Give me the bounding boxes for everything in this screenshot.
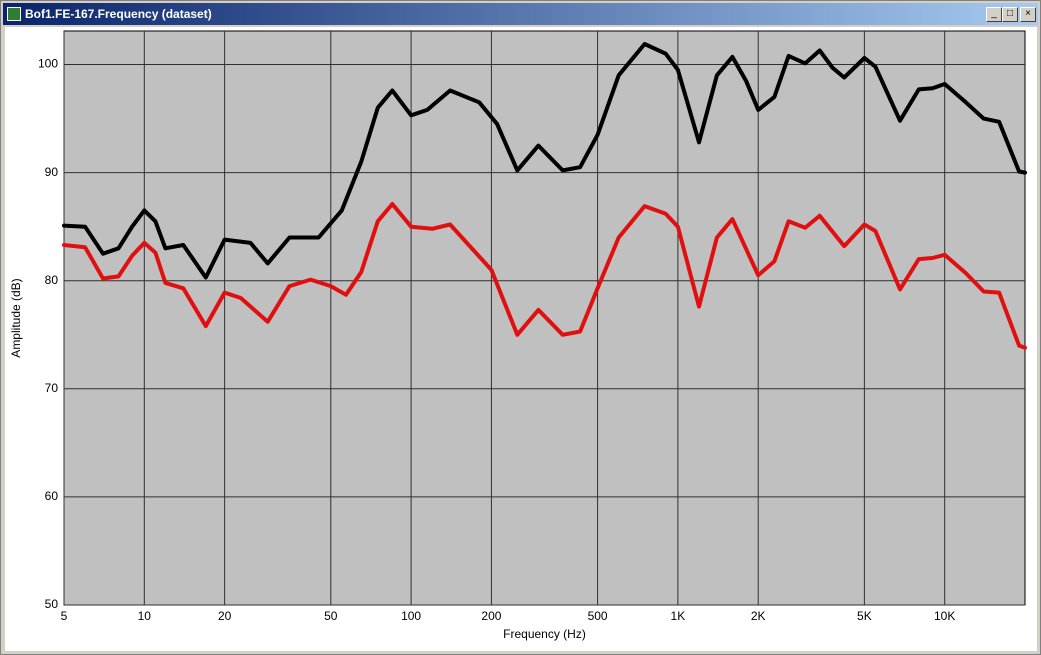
y-axis-label: Amplitude (dB) [9, 278, 23, 357]
x-tick-label: 10K [934, 609, 955, 623]
window-icon [7, 7, 21, 21]
y-tick-label: 50 [45, 597, 59, 611]
minimize-button[interactable]: _ [986, 7, 1002, 22]
y-tick-label: 60 [45, 489, 59, 503]
window-title: Bof1.FE-167.Frequency (dataset) [25, 7, 212, 21]
x-tick-label: 5K [857, 609, 872, 623]
x-tick-label: 20 [218, 609, 232, 623]
chart: 50 60 70 80 90 100 5 10 20 50 100 200 500 1K 2K 5K 10K Fr… [5, 27, 1037, 651]
x-tick-label: 5 [61, 609, 68, 623]
x-tick-label: 200 [481, 609, 501, 623]
data-line [62, 42, 1027, 280]
y-tick-label: 80 [45, 273, 59, 287]
x-tick-label: 10 [138, 609, 152, 623]
y-tick-label: 100 [38, 57, 58, 71]
x-tick-label: 1K [671, 609, 686, 623]
y-tick-label: 70 [45, 381, 59, 395]
y-tick-label: 90 [45, 165, 59, 179]
x-tick-label: 100 [401, 609, 421, 623]
x-tick-label: 50 [324, 609, 338, 623]
maximize-button[interactable]: □ [1002, 7, 1018, 22]
title-bar: Bof1.FE-167.Frequency (dataset) _ □ × [3, 3, 1038, 25]
data-line [62, 202, 1027, 350]
x-tick-label: 2K [751, 609, 766, 623]
x-tick-label: 500 [588, 609, 608, 623]
x-axis-label: Frequency (Hz) [503, 627, 586, 641]
close-button[interactable]: × [1020, 7, 1036, 22]
